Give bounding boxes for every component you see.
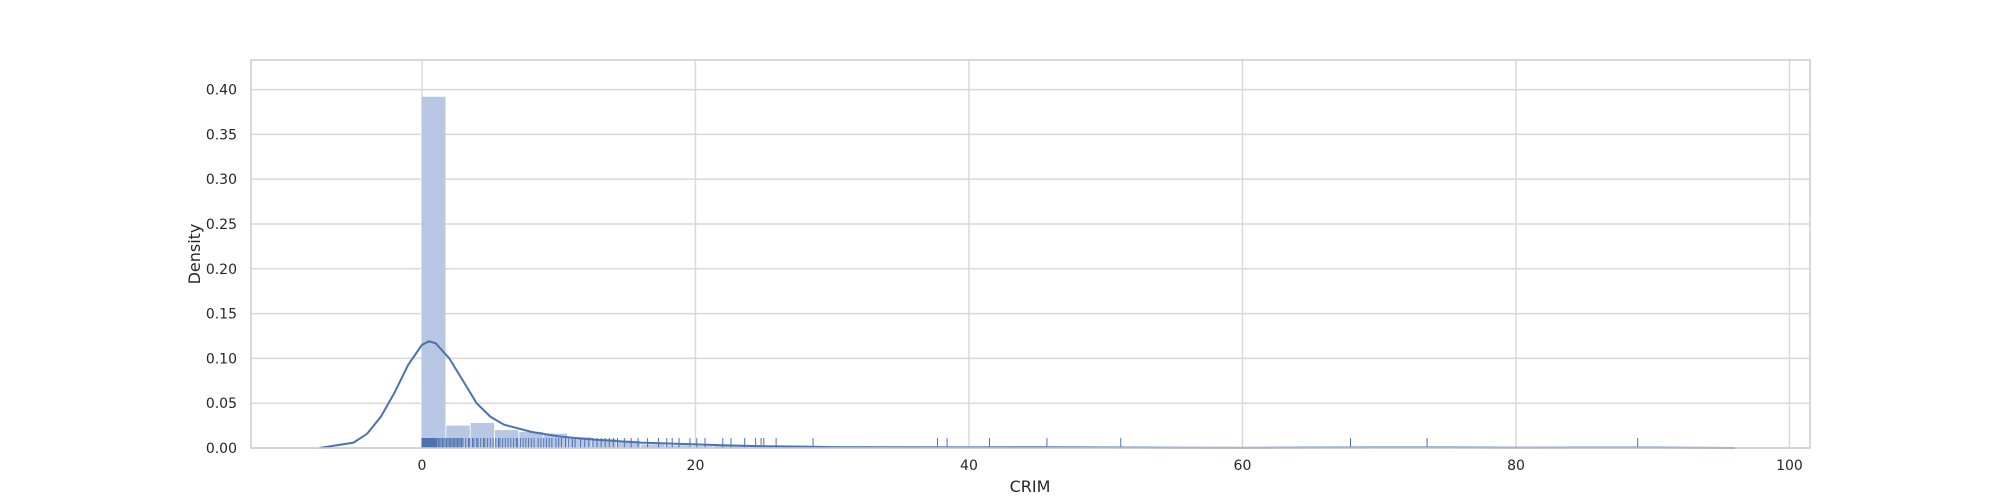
histogram-bar (714, 445, 738, 448)
histogram-bar (616, 440, 641, 448)
x-tick-label: 80 (1507, 458, 1525, 474)
histogram-bar (421, 96, 446, 449)
plot-background (251, 60, 1810, 448)
histogram-bar (738, 446, 762, 448)
x-tick-label: 0 (417, 458, 426, 474)
histogram-bar (567, 437, 592, 448)
x-axis-label: CRIM (1010, 477, 1051, 496)
y-tick-label: 0.15 (206, 307, 237, 323)
rug-ticks (421, 438, 1639, 448)
histogram-bar (446, 425, 470, 448)
y-tick-label: 0.10 (206, 351, 237, 367)
x-tick-label: 20 (687, 458, 705, 474)
histogram-bar (592, 439, 616, 448)
x-tick-label: 60 (1234, 458, 1252, 474)
y-tick-label: 0.25 (206, 217, 237, 233)
y-tick-labels: 0.00 0.05 0.10 0.15 0.20 0.25 0.30 0.35 0.40 (206, 83, 237, 457)
histogram-bar (665, 445, 689, 448)
histogram-bar (494, 430, 519, 448)
x-tick-label: 40 (960, 458, 978, 474)
y-tick-label: 0.00 (206, 441, 237, 457)
y-tick-label: 0.30 (206, 172, 237, 188)
y-axis-label: Density (185, 224, 204, 285)
x-tick-label: 100 (1776, 458, 1803, 474)
y-tick-label: 0.40 (206, 83, 237, 99)
y-tick-label: 0.35 (206, 127, 237, 143)
plot-frame (250, 59, 1811, 449)
grid (251, 60, 1810, 449)
y-tick-label: 0.20 (206, 262, 237, 278)
histogram-bar (689, 446, 714, 448)
x-tick-labels: 0 20 40 60 80 100 (417, 458, 1802, 474)
histogram-bar (641, 444, 665, 448)
y-tick-label: 0.05 (206, 396, 237, 412)
